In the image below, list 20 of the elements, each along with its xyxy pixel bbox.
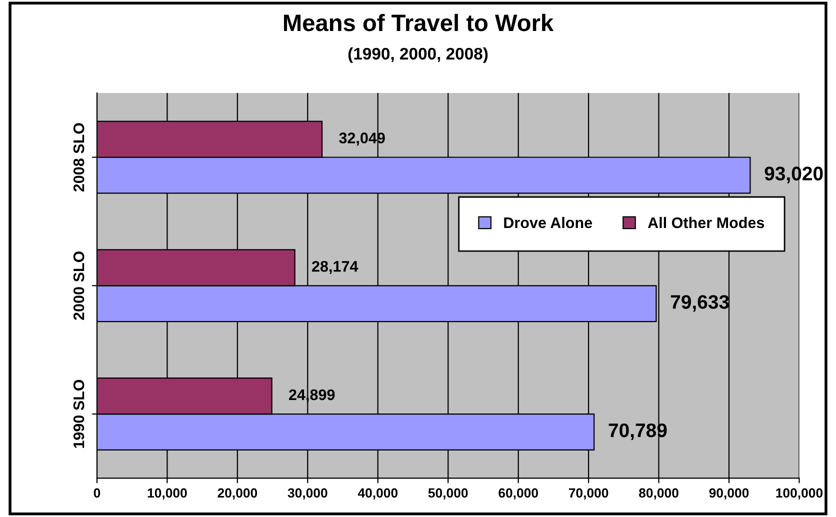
x-tick-label: 80,000 bbox=[639, 488, 678, 500]
legend-label: All Other Modes bbox=[648, 216, 764, 228]
chart-title: Means of Travel to Work bbox=[284, 14, 554, 32]
data-label: 28,174 bbox=[312, 260, 358, 274]
x-tick-label: 60,000 bbox=[498, 488, 538, 500]
x-tick-label: 30,000 bbox=[288, 488, 328, 500]
x-tick-label: 50,000 bbox=[428, 488, 468, 500]
x-tick-label: 70,000 bbox=[568, 488, 608, 500]
chart-subtitle: (1990, 2000, 2008) bbox=[348, 47, 488, 63]
x-tick-label: 40,000 bbox=[358, 488, 398, 500]
legend-label: Drove Alone bbox=[504, 216, 592, 228]
x-tick-label: 10,000 bbox=[148, 488, 187, 500]
x-tick-label: 90,000 bbox=[709, 488, 749, 500]
x-tick-label: 100,000 bbox=[776, 488, 823, 500]
y-tick-label: 2008 SLO bbox=[73, 123, 84, 192]
y-tick-label: 2000 SLO bbox=[73, 251, 84, 320]
x-tick-label: 0 bbox=[94, 488, 100, 498]
data-label: 79,633 bbox=[670, 295, 729, 312]
x-tick-label: 20,000 bbox=[218, 488, 258, 500]
y-tick-label: 1990 SLO bbox=[73, 380, 84, 448]
